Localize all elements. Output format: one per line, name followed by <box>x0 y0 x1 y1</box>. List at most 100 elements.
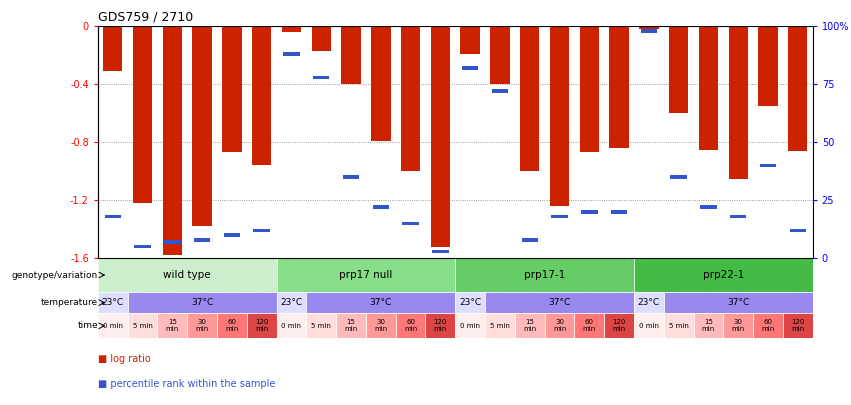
Bar <box>282 26 301 32</box>
Bar <box>699 26 718 149</box>
Bar <box>343 175 359 179</box>
Bar <box>485 292 634 313</box>
Bar <box>311 26 331 51</box>
Bar <box>133 26 152 203</box>
Bar <box>669 26 688 113</box>
Bar <box>490 26 510 84</box>
Bar <box>222 26 242 152</box>
Bar <box>455 258 634 292</box>
Bar <box>455 313 485 338</box>
Text: 0 min: 0 min <box>460 323 480 329</box>
Bar <box>462 66 478 70</box>
Bar <box>522 238 538 241</box>
Bar <box>758 26 778 106</box>
Text: 0 min: 0 min <box>639 323 659 329</box>
Text: 120
min: 120 min <box>255 319 268 333</box>
Text: prp17-1: prp17-1 <box>524 270 565 280</box>
Bar <box>520 26 540 171</box>
Bar <box>634 292 664 313</box>
Bar <box>426 313 455 338</box>
Bar <box>580 26 599 152</box>
Text: ■ log ratio: ■ log ratio <box>98 354 151 364</box>
Bar <box>485 313 515 338</box>
Bar <box>277 313 306 338</box>
Text: 120
min: 120 min <box>791 319 804 333</box>
Bar <box>634 258 813 292</box>
Bar <box>664 292 813 313</box>
Bar <box>396 313 426 338</box>
Text: 23°C: 23°C <box>460 298 481 307</box>
Bar <box>753 313 783 338</box>
Bar <box>252 26 271 166</box>
Text: 23°C: 23°C <box>102 298 123 307</box>
Text: temperature: temperature <box>41 298 98 307</box>
Text: prp22-1: prp22-1 <box>703 270 744 280</box>
Text: GDS759 / 2710: GDS759 / 2710 <box>98 11 193 24</box>
Bar <box>341 26 361 84</box>
Text: 0 min: 0 min <box>103 323 123 329</box>
Text: 5 min: 5 min <box>669 323 688 329</box>
Bar <box>790 229 806 232</box>
Bar <box>157 313 187 338</box>
Bar <box>98 313 128 338</box>
Bar <box>134 245 151 249</box>
Bar <box>283 52 300 56</box>
Bar <box>277 292 306 313</box>
Bar <box>98 258 277 292</box>
Text: wild type: wild type <box>163 270 211 280</box>
Text: 37°C: 37°C <box>548 298 571 307</box>
Text: 37°C: 37°C <box>727 298 750 307</box>
Text: 60
min: 60 min <box>226 319 238 333</box>
Bar <box>515 313 545 338</box>
Bar <box>254 229 270 232</box>
Text: 30
min: 30 min <box>553 319 566 333</box>
Text: 15
min: 15 min <box>523 319 536 333</box>
Text: 23°C: 23°C <box>638 298 660 307</box>
Bar <box>336 313 366 338</box>
Bar <box>639 26 659 29</box>
Bar <box>306 313 336 338</box>
Bar <box>460 26 480 54</box>
Bar <box>700 205 717 209</box>
Text: 15
min: 15 min <box>166 319 179 333</box>
Bar <box>306 292 455 313</box>
Bar <box>163 26 182 256</box>
Bar <box>723 313 753 338</box>
Bar <box>728 26 748 179</box>
Text: 5 min: 5 min <box>311 323 331 329</box>
Bar <box>545 313 574 338</box>
Bar <box>128 292 277 313</box>
Bar <box>277 258 455 292</box>
Text: 60
min: 60 min <box>762 319 774 333</box>
Text: 5 min: 5 min <box>490 323 510 329</box>
Bar <box>634 313 664 338</box>
Bar <box>432 249 448 253</box>
Bar <box>217 313 247 338</box>
Bar <box>194 238 210 241</box>
Bar <box>371 26 391 141</box>
Bar <box>609 26 629 148</box>
Text: ■ percentile rank within the sample: ■ percentile rank within the sample <box>98 379 275 389</box>
Bar <box>187 313 217 338</box>
Text: 30
min: 30 min <box>196 319 208 333</box>
Bar <box>574 313 604 338</box>
Bar <box>313 76 329 79</box>
Bar <box>373 205 389 209</box>
Text: 5 min: 5 min <box>133 323 152 329</box>
Text: 23°C: 23°C <box>281 298 302 307</box>
Bar <box>664 313 694 338</box>
Bar <box>455 292 485 313</box>
Bar <box>224 233 240 237</box>
Bar <box>550 26 569 206</box>
Text: 60
min: 60 min <box>583 319 596 333</box>
Bar <box>105 215 121 218</box>
Bar <box>401 26 420 171</box>
Bar <box>694 313 723 338</box>
Bar <box>730 215 746 218</box>
Bar <box>247 313 277 338</box>
Text: time: time <box>77 321 98 330</box>
Text: 15
min: 15 min <box>702 319 715 333</box>
Bar <box>366 313 396 338</box>
Text: prp17 null: prp17 null <box>340 270 392 280</box>
Bar <box>611 210 627 214</box>
